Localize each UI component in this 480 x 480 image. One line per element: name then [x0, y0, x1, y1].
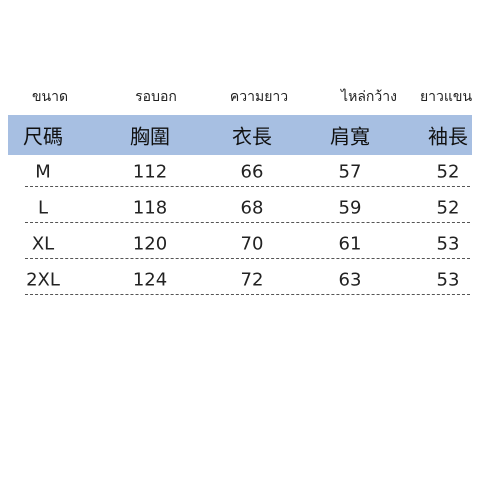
table-cell: 52: [436, 161, 460, 183]
header-band: [8, 115, 472, 155]
table-cell: 57: [338, 161, 362, 183]
table-cell: 120: [132, 233, 168, 255]
chinese-header: 袖長: [428, 124, 468, 149]
thai-header: รอบอก: [135, 89, 177, 105]
table-cell: 70: [240, 233, 264, 255]
table-cell: 112: [132, 161, 168, 183]
row-divider: [25, 222, 470, 223]
thai-header: ยาวแขน: [419, 89, 473, 105]
chinese-header: 肩寬: [330, 124, 370, 149]
size-label: 2XL: [26, 269, 60, 291]
row-divider: [25, 186, 470, 187]
table-cell: 63: [338, 269, 362, 291]
chinese-header: 衣長: [232, 124, 272, 149]
thai-header: ขนาด: [31, 89, 69, 105]
thai-header: ไหล่กว้าง: [341, 89, 397, 105]
size-label: L: [37, 197, 49, 219]
size-label: M: [35, 161, 51, 183]
thai-header: ความยาว: [229, 89, 289, 105]
table-cell: 53: [436, 233, 460, 255]
table-cell: 52: [436, 197, 460, 219]
table-cell: 61: [338, 233, 362, 255]
chinese-header: 尺碼: [23, 124, 63, 149]
table-cell: 53: [436, 269, 460, 291]
row-divider: [25, 258, 470, 259]
table-cell: 124: [132, 269, 168, 291]
table-cell: 59: [338, 197, 362, 219]
size-label: XL: [31, 233, 55, 255]
table-cell: 118: [132, 197, 168, 219]
table-cell: 68: [240, 197, 264, 219]
chinese-header: 胸圍: [130, 124, 170, 149]
table-cell: 66: [240, 161, 264, 183]
table-cell: 72: [240, 269, 264, 291]
row-divider: [25, 294, 470, 295]
